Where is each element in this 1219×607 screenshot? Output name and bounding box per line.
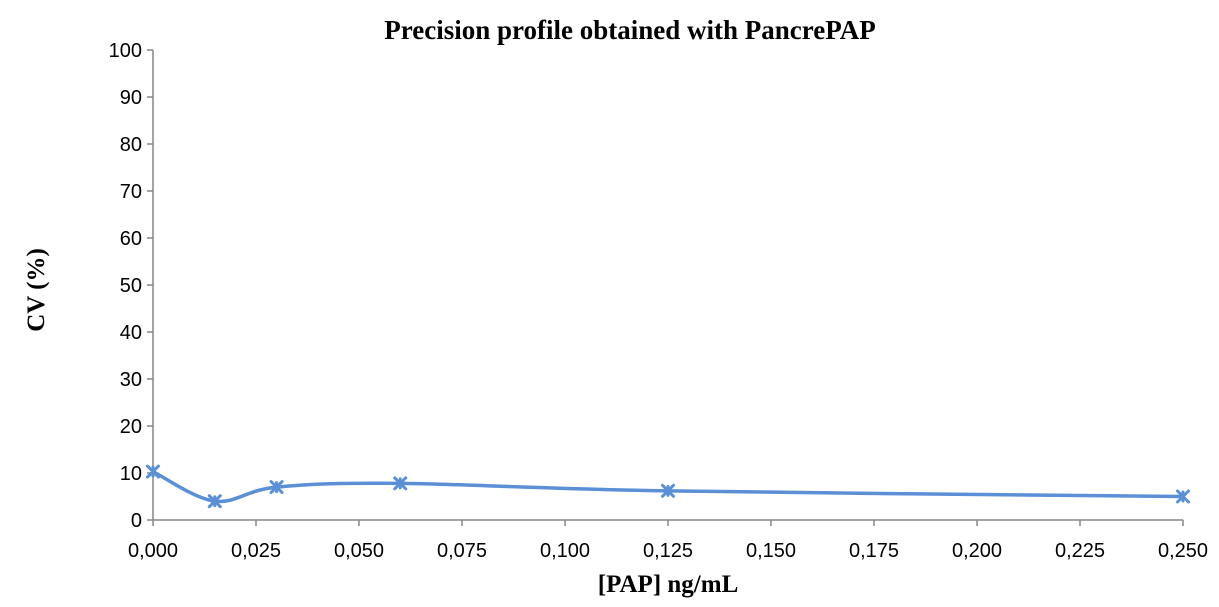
- series-group: [146, 464, 1190, 509]
- data-point-marker: [269, 480, 284, 495]
- x-tick-label: 0,000: [128, 540, 178, 562]
- data-point-marker: [146, 464, 160, 479]
- x-tick-label: 0,125: [643, 540, 693, 562]
- x-tick-label: 0,250: [1158, 540, 1208, 562]
- data-point-marker: [1176, 489, 1190, 504]
- data-point-marker: [207, 494, 222, 509]
- x-tick-label: 0,100: [540, 540, 590, 562]
- y-tick-label: 60: [120, 228, 142, 250]
- x-tick-label: 0,050: [334, 540, 384, 562]
- y-tick-label: 90: [120, 87, 142, 109]
- chart-title: Precision profile obtained with PancrePA…: [384, 15, 875, 45]
- x-axis-title: [PAP] ng/mL: [598, 571, 739, 598]
- data-point-marker: [393, 476, 408, 491]
- y-tick-label: 10: [120, 463, 142, 485]
- data-point-marker: [661, 483, 675, 498]
- y-tick-label: 20: [120, 416, 142, 438]
- x-tick-label: 0,175: [849, 540, 899, 562]
- y-tick-label: 30: [120, 369, 142, 391]
- y-tick-label: 100: [109, 40, 142, 62]
- x-tick-label: 0,025: [231, 540, 281, 562]
- y-tick-label: 70: [120, 181, 142, 203]
- series-line: [151, 469, 1185, 504]
- x-tick-label: 0,075: [437, 540, 487, 562]
- y-tick-label: 80: [120, 134, 142, 156]
- y-axis-title: CV (%): [23, 248, 50, 332]
- y-tick-label: 0: [131, 510, 142, 532]
- x-tick-label: 0,225: [1055, 540, 1105, 562]
- y-axis-ticks: 0 10 20 30 40 50 60 70 80 90 100: [109, 40, 153, 532]
- y-tick-label: 40: [120, 322, 142, 344]
- x-tick-label: 0,200: [952, 540, 1002, 562]
- x-tick-label: 0,150: [746, 540, 796, 562]
- x-axis-ticks: 0,000 0,025 0,050 0,075 0,100 0,125 0,150 0,175…: [128, 520, 1208, 562]
- y-tick-label: 50: [120, 275, 142, 297]
